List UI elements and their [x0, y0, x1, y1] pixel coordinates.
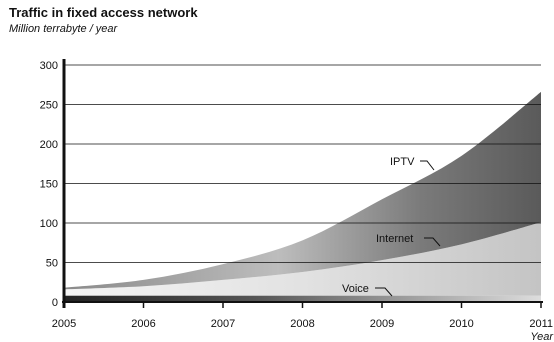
x-tick-label-2007: 2007 — [211, 318, 235, 330]
x-tick-label-2006: 2006 — [131, 318, 155, 330]
x-tick-label-2011: 2011 — [529, 318, 553, 330]
x-tick-label-2010: 2010 — [449, 318, 473, 330]
series-leader-voice — [375, 287, 393, 297]
chart-title: Traffic in fixed access network — [9, 5, 198, 20]
y-tick-label-300: 300 — [40, 60, 58, 72]
x-tick-label-2009: 2009 — [370, 318, 394, 330]
y-tick-label-0: 0 — [52, 297, 58, 309]
y-tick-label-150: 150 — [40, 179, 58, 191]
series-label-internet: Internet — [376, 233, 413, 245]
x-tick-label-2008: 2008 — [290, 318, 314, 330]
series-leader-internet — [424, 237, 441, 247]
area-voice — [64, 295, 541, 302]
chart-subtitle: Million terrabyte / year — [9, 23, 118, 35]
y-tick-label-50: 50 — [46, 258, 58, 270]
series-leader-iptv — [420, 160, 435, 171]
area-iptv — [64, 91, 541, 290]
y-tick-label-250: 250 — [40, 100, 58, 112]
area-internet — [64, 222, 541, 296]
series-label-iptv: IPTV — [390, 156, 415, 168]
y-tick-label-200: 200 — [40, 139, 58, 151]
x-axis-title: Year — [530, 331, 554, 342]
series-label-voice: Voice — [342, 283, 369, 295]
x-tick-label-2005: 2005 — [52, 318, 76, 330]
y-tick-label-100: 100 — [40, 218, 58, 230]
